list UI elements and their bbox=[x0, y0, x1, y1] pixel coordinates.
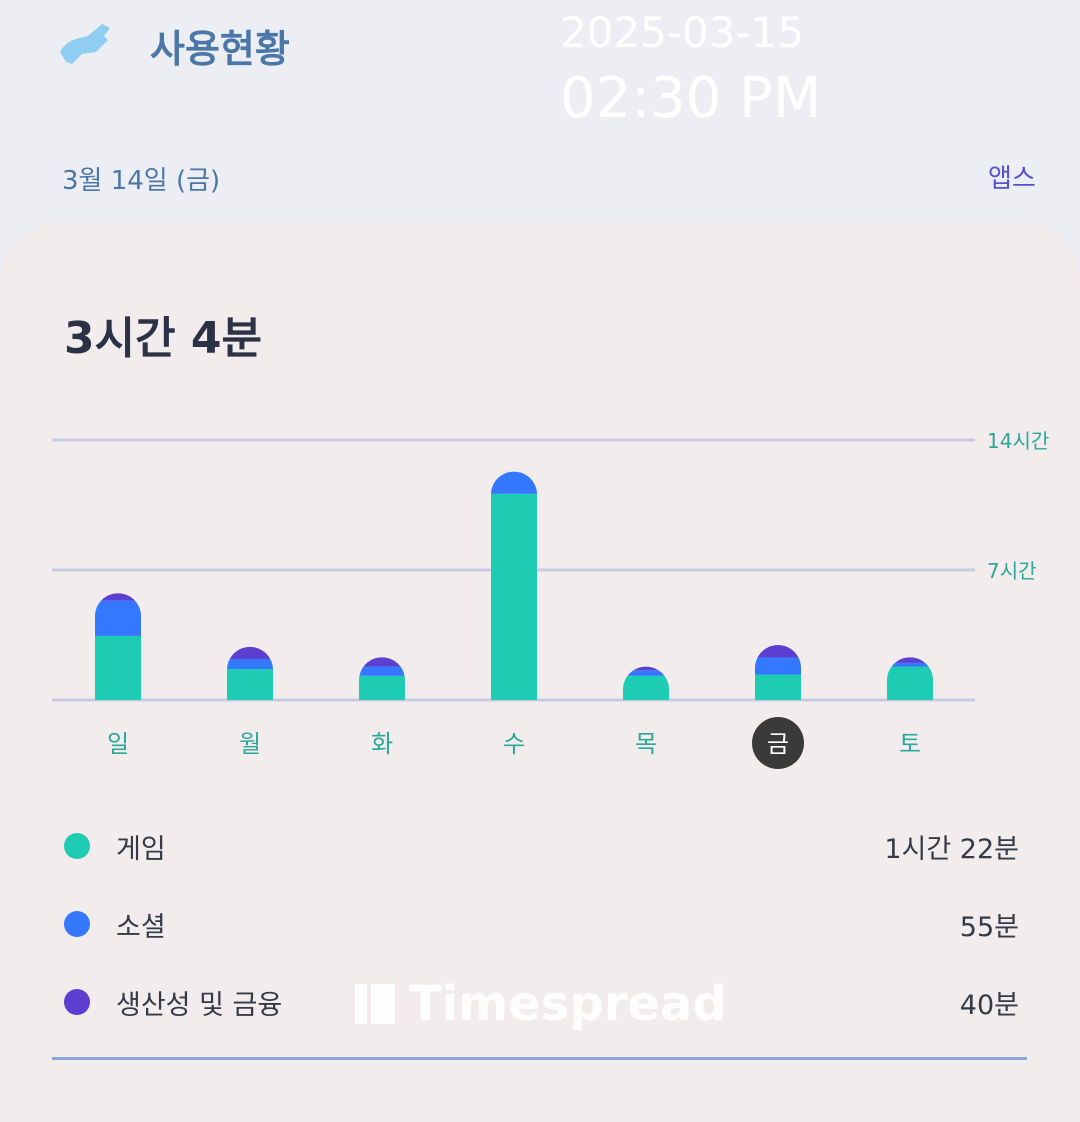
bar-segment-social bbox=[359, 666, 405, 676]
bar-segment-social bbox=[95, 600, 141, 636]
bar-segment-social bbox=[623, 670, 669, 676]
page-title: 사용현황 bbox=[150, 27, 290, 71]
legend-value: 40분 bbox=[959, 989, 1019, 1021]
watermark-logo-icon bbox=[355, 984, 395, 1024]
x-tick-label: 수 bbox=[503, 730, 525, 758]
bar-segment-game bbox=[623, 675, 669, 700]
x-tick-label: 금 bbox=[767, 730, 789, 758]
x-tick-label: 월 bbox=[239, 730, 261, 758]
apps-link[interactable]: 앱스 bbox=[988, 164, 1036, 194]
bar-segment-productivity bbox=[887, 657, 933, 663]
y-tick-label: 7시간 bbox=[987, 559, 1037, 583]
bar-segment-social bbox=[887, 662, 933, 667]
x-tick-label: 목 bbox=[635, 730, 657, 758]
productivity-dot-icon bbox=[64, 989, 90, 1015]
bar-segment-game bbox=[755, 674, 801, 700]
date-overlay: 2025-03-15 bbox=[560, 8, 805, 57]
social-dot-icon bbox=[64, 911, 90, 937]
bar-segment-productivity bbox=[227, 646, 273, 659]
total-usage: 3시간 4분 bbox=[64, 313, 262, 364]
game-dot-icon bbox=[64, 833, 90, 859]
legend-name: 게임 bbox=[116, 833, 166, 865]
selected-date: 3월 14일 (금) bbox=[62, 166, 221, 196]
x-tick-label: 토 bbox=[899, 730, 921, 758]
bar-segment-productivity bbox=[755, 645, 801, 658]
divider bbox=[52, 1057, 1027, 1060]
x-tick-label: 일 bbox=[107, 730, 129, 758]
bar-segment-social bbox=[491, 471, 537, 494]
legend-value: 1시간 22분 bbox=[884, 833, 1019, 865]
watermark: Timespread bbox=[355, 976, 727, 1032]
legend-item-social[interactable]: 소셜 55분 bbox=[64, 904, 1019, 944]
bar-segment-game bbox=[887, 666, 933, 700]
legend-name: 소셜 bbox=[116, 911, 166, 943]
bar-segment-game bbox=[95, 635, 141, 700]
bar-segment-game bbox=[491, 493, 537, 700]
legend-value: 55분 bbox=[959, 911, 1019, 943]
bar-segment-productivity bbox=[623, 666, 669, 671]
bar-segment-social bbox=[227, 658, 273, 669]
watermark-text: Timespread bbox=[409, 976, 727, 1032]
y-tick-label: 14시간 bbox=[987, 429, 1049, 453]
bar-segment-productivity bbox=[359, 657, 405, 667]
legend-item-game[interactable]: 게임 1시간 22분 bbox=[64, 826, 1019, 866]
legend-name: 생산성 및 금융 bbox=[116, 989, 283, 1021]
x-tick-label: 화 bbox=[371, 730, 393, 758]
selected-day-marker bbox=[752, 717, 804, 769]
legend-item-productivity[interactable]: 생산성 및 금융 40분 bbox=[64, 982, 1019, 1022]
bar-segment-productivity bbox=[95, 593, 141, 601]
time-overlay: 02:30 PM bbox=[560, 66, 822, 131]
bird-logo-icon bbox=[60, 24, 110, 64]
bar-segment-game bbox=[359, 675, 405, 700]
bar-segment-social bbox=[755, 657, 801, 675]
bar-segment-game bbox=[227, 668, 273, 700]
